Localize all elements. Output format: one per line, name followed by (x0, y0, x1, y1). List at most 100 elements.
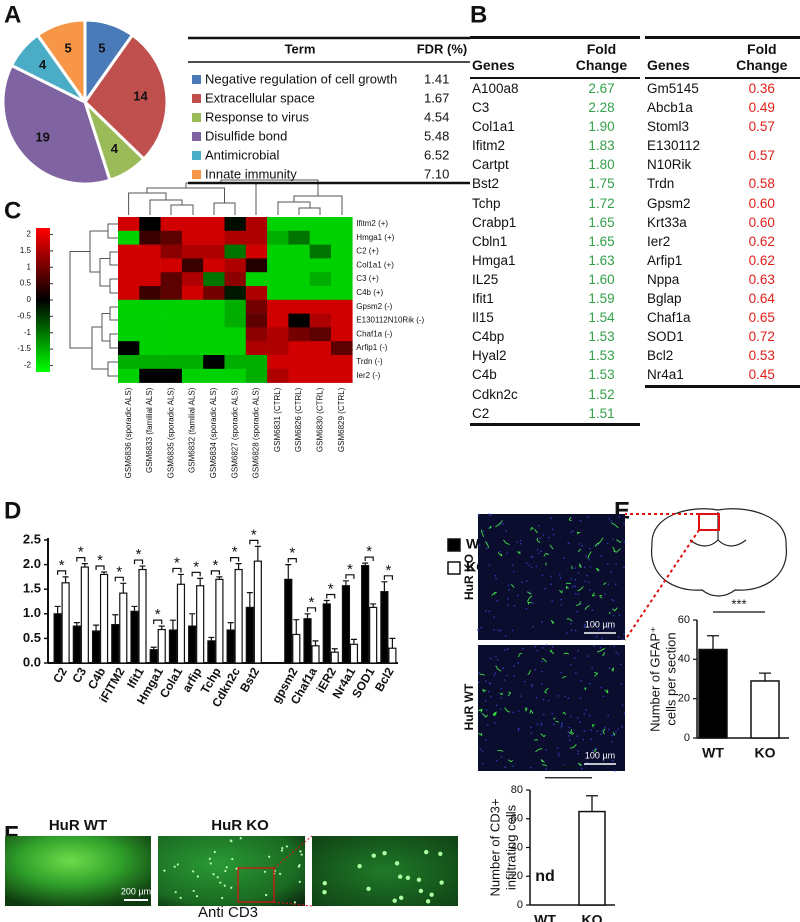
micrograph-texture (223, 884, 226, 887)
gene-name: Bcl2 (647, 348, 674, 364)
heatmap-cell (118, 230, 140, 245)
heatmap-cell (288, 217, 310, 232)
heatmap-cell (309, 299, 332, 314)
heatmap-cell (267, 244, 289, 259)
micrograph-texture (618, 614, 621, 616)
gene-row: Bcl2 0.53 (645, 346, 800, 365)
micrograph-texture (213, 850, 216, 854)
heatmap-cell (118, 286, 140, 301)
bar (341, 585, 351, 664)
significance: * (59, 557, 65, 574)
micrograph-texture (570, 531, 572, 533)
gene-row: Ier2 0.62 (645, 232, 800, 251)
micrograph-texture (503, 649, 506, 651)
micrograph-texture (478, 681, 480, 684)
micrograph-texture (595, 567, 600, 572)
bar (130, 610, 139, 664)
bar (750, 680, 780, 739)
term: Antimicrobial (205, 147, 280, 162)
micrograph-texture (163, 869, 166, 872)
zoom-connector (624, 513, 700, 641)
y-tick-label: 0 (684, 732, 690, 744)
micrograph-texture (552, 534, 555, 536)
micrograph-texture (612, 599, 615, 602)
bar (284, 578, 293, 664)
micrograph-texture (497, 658, 499, 661)
micrograph-texture (580, 603, 582, 605)
micrograph-texture (208, 857, 211, 860)
gene-name: Abcb1a (647, 100, 693, 116)
bar (253, 560, 262, 664)
micrograph-texture (542, 698, 545, 701)
significance: * (309, 594, 315, 611)
micrograph-texture (212, 873, 215, 876)
micrograph-texture (530, 556, 533, 559)
heatmap-cell (309, 230, 332, 245)
panel-label: A (4, 1, 21, 28)
micrograph-texture (611, 759, 614, 762)
micrograph-texture (536, 537, 541, 544)
heatmap-cell (181, 217, 204, 232)
heatmap-cell (139, 355, 161, 370)
bar (138, 568, 147, 664)
fold-change: 1.53 (588, 329, 615, 345)
micrograph-texture (541, 683, 543, 685)
micrograph-texture (564, 695, 566, 698)
significance: * (97, 552, 103, 569)
colorbar-tick-label: -1 (24, 328, 32, 337)
micrograph-texture (620, 682, 623, 685)
micrograph-texture (526, 580, 528, 582)
micrograph-texture (493, 616, 496, 619)
micrograph-texture (553, 723, 555, 726)
micrograph-texture (192, 870, 195, 873)
error-bar (73, 622, 80, 627)
micrograph-texture (587, 551, 592, 559)
gene-row: Stoml3 0.57 (645, 117, 800, 136)
micrograph-texture (322, 881, 327, 886)
x-tick-label: KO (582, 912, 603, 922)
error-bar (120, 582, 127, 594)
heatmap-cell (160, 299, 183, 314)
term: Response to virus (205, 109, 310, 124)
heatmap-cell (288, 244, 310, 259)
fold-change: 0.72 (748, 329, 775, 345)
heatmap-cell (309, 355, 332, 370)
micrograph-texture (485, 709, 488, 711)
gene-row: Gpsm2 0.60 (645, 194, 800, 213)
micrograph-texture (517, 727, 520, 730)
table-body: A100a8 2.67 C3 2.28 Col1a1 1.90 Ifitm2 1.83 Cart… (470, 78, 640, 425)
y-tick-label: 20 (511, 870, 523, 882)
micrograph (158, 836, 305, 906)
heatmap-cell (139, 327, 161, 342)
micrograph-texture (608, 728, 610, 731)
micrograph-texture (480, 529, 485, 537)
micrograph-texture (540, 759, 545, 763)
heatmap-cell (267, 355, 289, 370)
micrograph-texture (550, 517, 553, 519)
heatmap-cell (245, 230, 268, 245)
heatmap-cell (288, 258, 310, 273)
micrograph-texture (612, 607, 618, 612)
micrograph-texture (511, 629, 514, 632)
micrograph-texture (517, 729, 520, 731)
fold-change: 1.63 (588, 252, 615, 268)
y-axis-label: cells per section (663, 632, 678, 725)
heatmap-cell (267, 313, 289, 328)
row-label: C4b (+) (356, 288, 383, 297)
bar-annotation: nd (535, 868, 555, 885)
heatmap-cell (139, 230, 161, 245)
micrograph-texture (566, 618, 573, 622)
heatmap-cell (267, 286, 289, 301)
heatmap-cell (309, 217, 332, 232)
legend-swatch (447, 538, 461, 552)
micrograph-texture (574, 585, 577, 587)
fold-change: 0.63 (748, 271, 775, 287)
heatmap-cell (224, 299, 247, 314)
slice-label: 19 (35, 130, 49, 145)
micrograph-texture (492, 711, 497, 716)
significance-bracket (249, 539, 259, 545)
heatmap-cell (331, 258, 353, 273)
gene-row: Nr4a1 0.45 (645, 365, 800, 386)
heatmap-cell (331, 244, 353, 259)
micrograph-texture (528, 564, 530, 567)
